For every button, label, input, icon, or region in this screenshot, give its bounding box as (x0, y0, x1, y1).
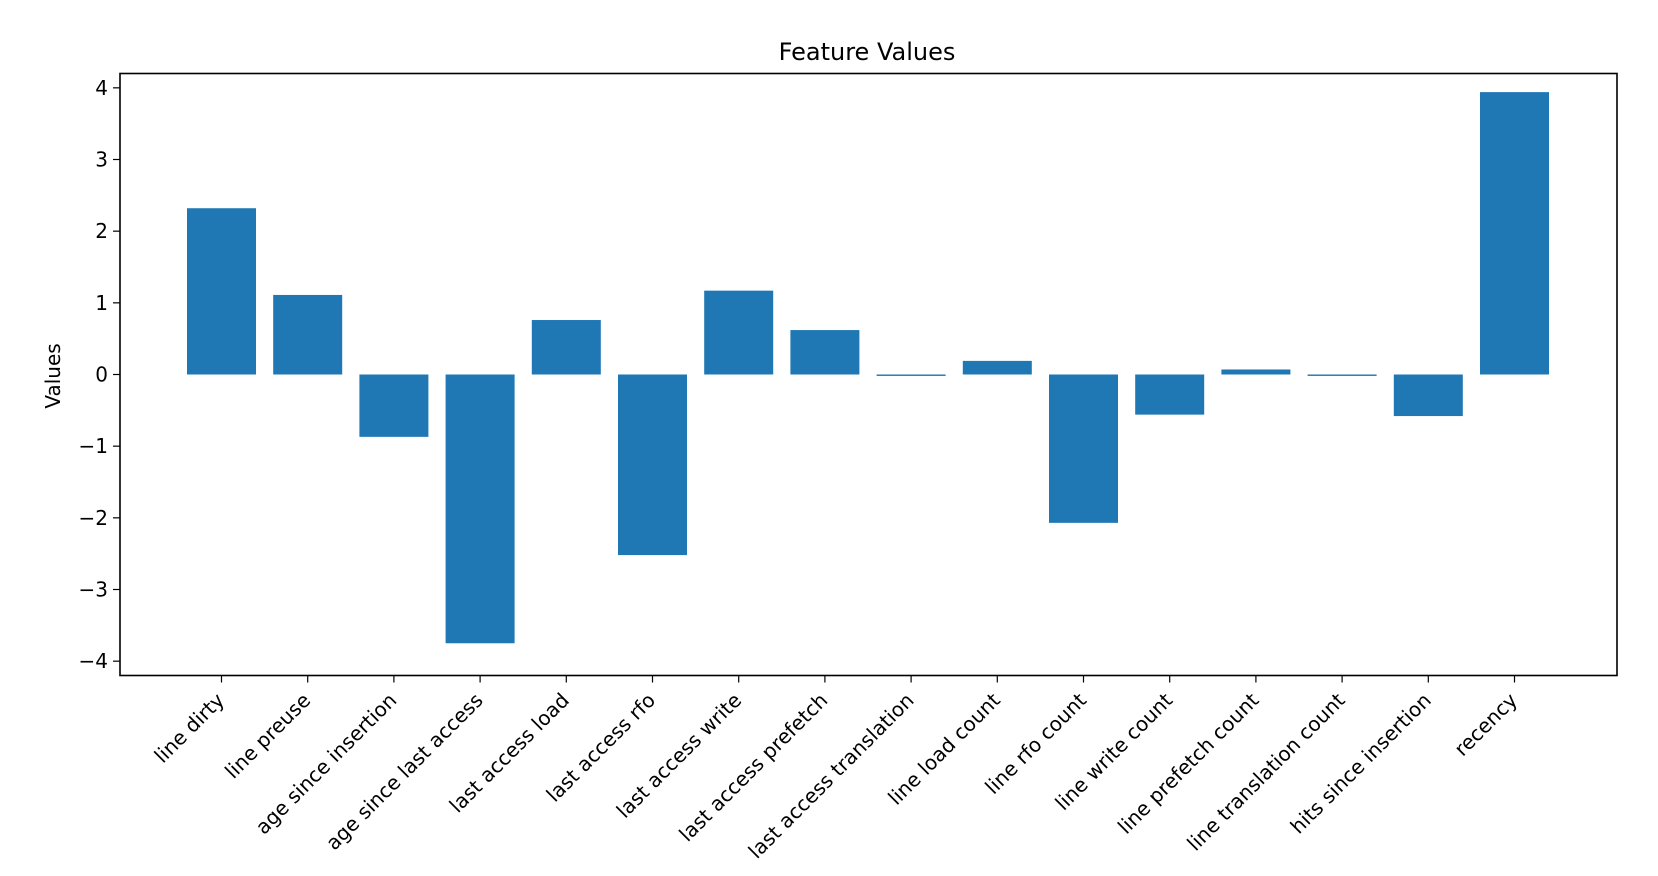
bar-hits-since-insertion (1393, 374, 1463, 417)
y-axis-label: Values (41, 343, 65, 408)
bar-age-since-insertion (359, 374, 429, 437)
y-tick-label: −2 (79, 506, 108, 530)
y-tick-label: −1 (79, 434, 108, 458)
x-tick-label: line preuse (220, 688, 315, 783)
y-axis-ticks: 4 3 2 1 0 −1 −2 −3 −4 (79, 76, 120, 673)
x-tick-label: line prefetch count (1113, 688, 1264, 839)
x-tick-label: hits since insertion (1285, 688, 1435, 838)
bar-recency (1480, 92, 1549, 375)
bar-line-prefetch-count (1221, 369, 1291, 375)
bar-last-access-write (704, 290, 774, 375)
bar-last-access-load (531, 320, 601, 375)
bar-last-access-rfo (618, 374, 687, 556)
y-tick-label: 2 (95, 219, 108, 243)
bar-line-translation-count (1307, 374, 1377, 376)
y-tick-label: 0 (95, 363, 108, 387)
x-tick-label: last access prefetch (674, 688, 832, 846)
y-tick-label: −3 (79, 578, 108, 602)
x-tick-label: last access translation (743, 688, 918, 863)
bar-last-access-translation (876, 374, 946, 376)
y-tick-label: 3 (95, 148, 108, 172)
bar-line-rfo-count (1049, 374, 1118, 523)
bar-age-since-last-access (445, 374, 515, 644)
x-tick-label: line translation count (1182, 688, 1350, 856)
bar-last-access-prefetch (790, 330, 860, 375)
y-tick-label: 4 (95, 76, 108, 100)
plot-frame (119, 72, 1618, 677)
x-tick-label: age since insertion (251, 688, 402, 839)
bar-line-load-count (962, 360, 1032, 375)
x-tick-label: age since last access (321, 688, 488, 855)
bar-line-dirty (187, 208, 256, 375)
x-tick-label: recency (1449, 688, 1522, 761)
chart-title: Feature Values (779, 38, 956, 66)
bar-line-write-count (1135, 374, 1205, 415)
bar-line-preuse (273, 294, 343, 375)
bars-group (187, 92, 1549, 644)
y-tick-label: −4 (79, 649, 108, 673)
y-tick-label: 1 (95, 291, 108, 315)
x-tick-label: line dirty (149, 688, 229, 768)
